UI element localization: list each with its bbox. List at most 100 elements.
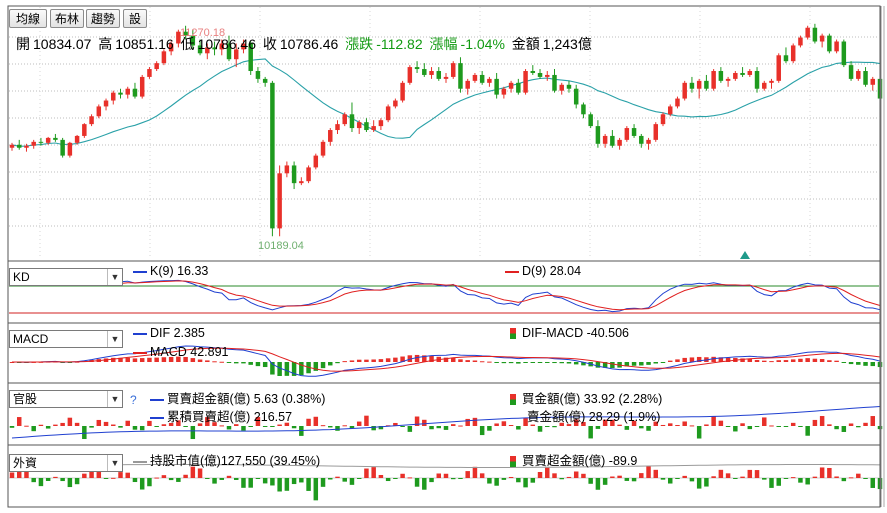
foreign-bar (559, 478, 564, 480)
official-bar (328, 426, 333, 428)
osc-bar (545, 362, 550, 363)
foreign-selector-value: 外資 (13, 456, 38, 470)
official-buy-legend: 買金額(億) 33.92 (2.28%) (510, 388, 662, 407)
official-bar (754, 426, 760, 427)
candle-body (147, 69, 152, 77)
candle-body (545, 74, 550, 77)
foreign-bar (74, 478, 80, 485)
foreign-bar (400, 473, 405, 478)
foreign-bar (682, 475, 687, 478)
bollinger-button[interactable]: 布林 (50, 9, 84, 28)
candle-body (74, 135, 80, 143)
foreign-bar (212, 478, 217, 484)
candle-body (660, 114, 666, 125)
candle-body (537, 72, 543, 77)
candle-body (38, 141, 44, 143)
bar-swatch-icon (510, 328, 516, 340)
low-marker: 10189.04 (258, 240, 304, 252)
kd-selector-value: KD (13, 270, 30, 284)
d-line (113, 280, 881, 311)
candle-body (675, 98, 680, 107)
candle-body (255, 71, 261, 79)
chevron-down-icon[interactable]: ▼ (107, 269, 122, 285)
osc-bar (523, 362, 528, 363)
official-bar (132, 426, 138, 430)
foreign-bar (812, 476, 818, 478)
official-bar (31, 426, 36, 432)
chevron-down-icon[interactable]: ▼ (107, 455, 122, 471)
osc-bar (805, 358, 810, 362)
foreign-bar (299, 478, 304, 483)
foreign-bar (501, 478, 507, 480)
official-bar (798, 426, 803, 427)
osc-bar (841, 362, 847, 363)
kd-selector[interactable]: KD ▼ (9, 268, 123, 286)
macd-selector[interactable]: MACD ▼ (9, 330, 123, 348)
chevron-down-icon[interactable]: ▼ (107, 331, 122, 347)
official-bar (465, 418, 470, 426)
help-icon[interactable]: ? (130, 393, 137, 407)
kd-panel (9, 279, 881, 314)
official-bar (125, 420, 130, 426)
official-bar (393, 422, 398, 426)
foreign-selector[interactable]: 外資 ▼ (9, 454, 123, 472)
candle-body (371, 126, 376, 131)
foreign-bar (328, 478, 333, 480)
foreign-bar (364, 468, 369, 478)
foreign-bar (458, 478, 463, 479)
change-value: -112.82 (376, 36, 423, 52)
official-selector[interactable]: 官股 ▼ (9, 390, 123, 408)
chevron-down-icon[interactable]: ▼ (107, 391, 122, 407)
foreign-bar (848, 477, 854, 479)
foreign-bar (371, 467, 376, 478)
osc-bar (595, 362, 601, 368)
official-bar (241, 426, 246, 431)
settings-button[interactable]: 設 (123, 9, 147, 28)
official-net-legend: 買賣超金額(億) 5.63 (0.38%) (150, 388, 325, 407)
foreign-bar (769, 478, 774, 488)
candle-body (197, 45, 203, 54)
foreign-bar (111, 477, 116, 479)
osc-bar (371, 359, 376, 362)
foreign-bar (443, 473, 449, 478)
official-bar (725, 426, 731, 427)
foreign-bar (125, 472, 130, 478)
foreign-bar (60, 478, 65, 482)
official-bar (537, 426, 543, 432)
official-bar (595, 426, 601, 429)
osc-bar (552, 362, 557, 364)
hold-line-icon (133, 460, 147, 463)
official-panel (9, 406, 883, 440)
foreign-bar (320, 478, 326, 487)
foreign-panel (9, 464, 883, 501)
foreign-bar (667, 478, 673, 484)
official-bar (111, 424, 116, 426)
foreign-bar (740, 476, 745, 478)
candle-body (262, 78, 268, 83)
official-bar (16, 417, 22, 426)
official-bar (89, 426, 94, 428)
osc-bar (197, 359, 203, 362)
official-bar (711, 416, 716, 426)
candle-body (812, 27, 818, 42)
official-bar (573, 419, 579, 426)
foreign-bar (660, 478, 666, 480)
candle-body (226, 43, 232, 60)
foreign-hold-text: 持股市值(億)127,550 (39.45%) (150, 454, 321, 468)
trend-button[interactable]: 趨勢 (86, 9, 120, 28)
official-bar (863, 422, 868, 426)
candle-body (566, 84, 572, 89)
official-bar (429, 426, 434, 430)
foreign-bar (67, 478, 73, 488)
candle-body (291, 165, 297, 184)
ma-button[interactable]: 均線 (9, 9, 47, 28)
official-bar (682, 421, 687, 426)
candle-body (328, 130, 333, 142)
foreign-bar (711, 476, 716, 478)
foreign-bar (96, 472, 102, 478)
official-bar (24, 425, 29, 427)
official-bar (342, 425, 347, 427)
official-bar (197, 423, 203, 426)
osc-bar (342, 361, 347, 363)
osc-bar (393, 357, 398, 362)
